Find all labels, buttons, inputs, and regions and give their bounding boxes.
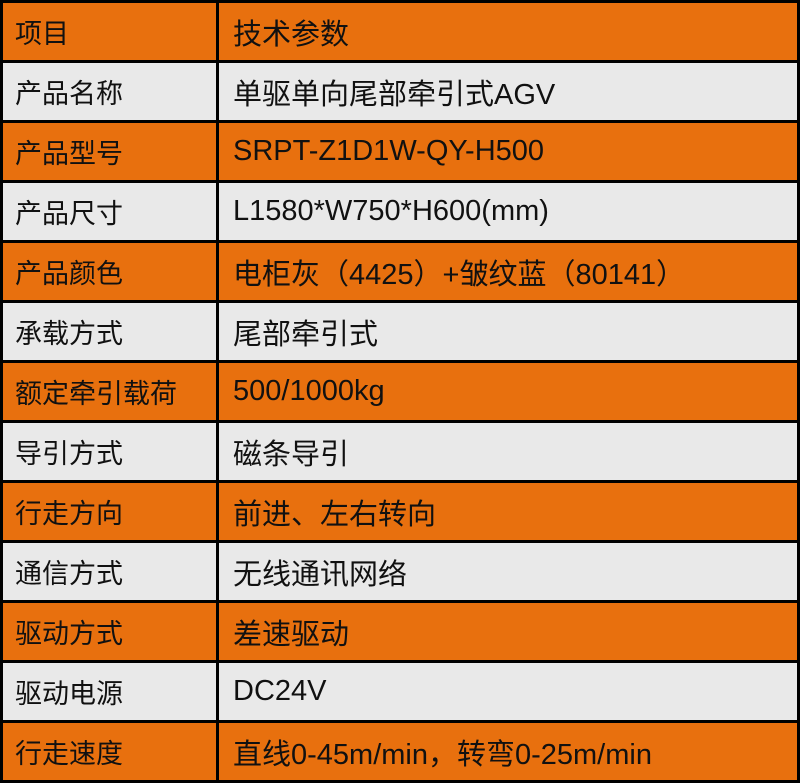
table-row: 行走方向 前进、左右转向 bbox=[0, 480, 800, 543]
row-label: 通信方式 bbox=[0, 540, 219, 603]
row-label: 行走方向 bbox=[0, 480, 219, 543]
row-label: 产品颜色 bbox=[0, 240, 219, 303]
table-row: 额定牵引载荷 500/1000kg bbox=[0, 360, 800, 423]
row-value: 电柜灰（4425）+皱纹蓝（80141） bbox=[216, 240, 800, 303]
table-row: 产品型号 SRPT-Z1D1W-QY-H500 bbox=[0, 120, 800, 183]
row-label: 导引方式 bbox=[0, 420, 219, 483]
row-value: 尾部牵引式 bbox=[216, 300, 800, 363]
row-label: 驱动方式 bbox=[0, 600, 219, 663]
row-value: 差速驱动 bbox=[216, 600, 800, 663]
row-value: DC24V bbox=[216, 660, 800, 723]
table-row: 产品名称 单驱单向尾部牵引式AGV bbox=[0, 60, 800, 123]
row-value: 直线0-45m/min，转弯0-25m/min bbox=[216, 720, 800, 783]
table-row: 产品颜色 电柜灰（4425）+皱纹蓝（80141） bbox=[0, 240, 800, 303]
table-row: 驱动电源 DC24V bbox=[0, 660, 800, 723]
table-row: 通信方式 无线通讯网络 bbox=[0, 540, 800, 603]
table-row: 驱动方式 差速驱动 bbox=[0, 600, 800, 663]
row-value: 单驱单向尾部牵引式AGV bbox=[216, 60, 800, 123]
header-spec: 技术参数 bbox=[216, 0, 800, 63]
row-value: 无线通讯网络 bbox=[216, 540, 800, 603]
row-label: 承载方式 bbox=[0, 300, 219, 363]
row-value: SRPT-Z1D1W-QY-H500 bbox=[216, 120, 800, 183]
table-row: 行走速度 直线0-45m/min，转弯0-25m/min bbox=[0, 720, 800, 783]
row-value: L1580*W750*H600(mm) bbox=[216, 180, 800, 243]
row-label: 产品尺寸 bbox=[0, 180, 219, 243]
table-row: 承载方式 尾部牵引式 bbox=[0, 300, 800, 363]
row-label: 产品名称 bbox=[0, 60, 219, 123]
table-row: 导引方式 磁条导引 bbox=[0, 420, 800, 483]
table-header-row: 项目 技术参数 bbox=[0, 0, 800, 63]
row-value: 500/1000kg bbox=[216, 360, 800, 423]
table-row: 产品尺寸 L1580*W750*H600(mm) bbox=[0, 180, 800, 243]
header-item: 项目 bbox=[0, 0, 219, 63]
row-label: 驱动电源 bbox=[0, 660, 219, 723]
row-value: 前进、左右转向 bbox=[216, 480, 800, 543]
row-value: 磁条导引 bbox=[216, 420, 800, 483]
row-label: 额定牵引载荷 bbox=[0, 360, 219, 423]
row-label: 行走速度 bbox=[0, 720, 219, 783]
row-label: 产品型号 bbox=[0, 120, 219, 183]
